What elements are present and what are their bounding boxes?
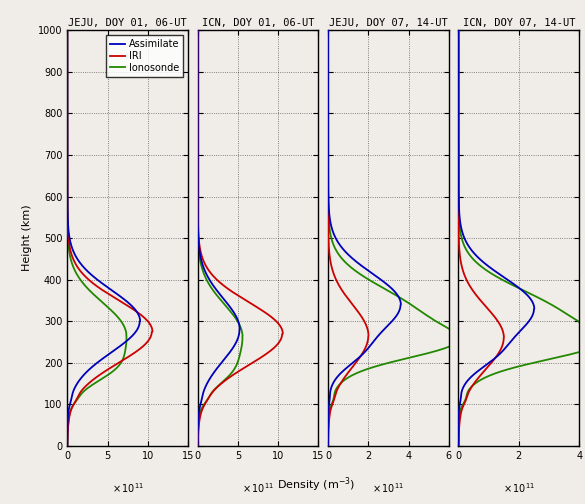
Text: $\times\,10^{11}$: $\times\,10^{11}$ [372, 481, 404, 495]
Text: $\times\,10^{11}$: $\times\,10^{11}$ [242, 481, 274, 495]
Title: JEJU, DOY 01, 06-UT: JEJU, DOY 01, 06-UT [68, 18, 187, 28]
Title: JEJU, DOY 07, 14-UT: JEJU, DOY 07, 14-UT [329, 18, 448, 28]
Text: Density (m$^{-3}$): Density (m$^{-3}$) [277, 476, 355, 494]
Y-axis label: Height (km): Height (km) [22, 205, 32, 272]
Text: $\times\,10^{11}$: $\times\,10^{11}$ [112, 481, 144, 495]
Text: $\times\,10^{11}$: $\times\,10^{11}$ [503, 481, 535, 495]
Legend: Assimilate, IRI, Ionosonde: Assimilate, IRI, Ionosonde [106, 35, 183, 77]
Title: ICN, DOY 01, 06-UT: ICN, DOY 01, 06-UT [202, 18, 314, 28]
Title: ICN, DOY 07, 14-UT: ICN, DOY 07, 14-UT [463, 18, 575, 28]
